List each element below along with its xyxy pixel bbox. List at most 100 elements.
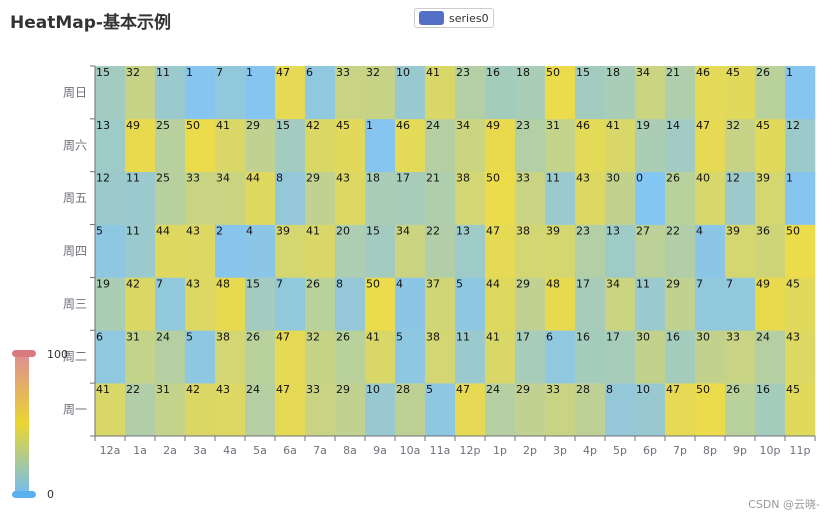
x-tick-label: 4p (583, 444, 597, 457)
cell-value-label: 44 (156, 225, 170, 238)
heatmap-cell (215, 66, 246, 120)
cell-value-label: 37 (426, 277, 440, 290)
cell-value-label: 17 (396, 172, 410, 185)
heatmap-cell (125, 118, 156, 173)
heatmap-cell (455, 171, 486, 225)
cell-value-label: 7 (216, 66, 223, 79)
cell-value-label: 10 (366, 383, 380, 396)
cell-value-label: 29 (516, 277, 530, 290)
heatmap-cell (665, 66, 696, 120)
cell-value-label: 16 (756, 383, 770, 396)
cell-value-label: 26 (336, 330, 350, 343)
cell-value-label: 15 (276, 119, 290, 132)
cell-value-label: 15 (96, 66, 110, 79)
heatmap-cell (725, 66, 756, 120)
heatmap-cell (395, 66, 426, 120)
heatmap-cell (305, 118, 336, 173)
heatmap-cell (725, 118, 756, 173)
heatmap-cell (305, 383, 336, 437)
cell-value-label: 47 (276, 383, 290, 396)
cell-value-label: 50 (366, 277, 380, 290)
y-tick-label: 周五 (63, 191, 87, 205)
heatmap-cell (545, 383, 576, 437)
heatmap-cell (605, 171, 636, 225)
visual-map-handle-top (12, 350, 36, 357)
cell-value-label: 22 (666, 225, 680, 238)
y-tick-label: 周一 (63, 403, 87, 417)
heatmap-cell (395, 224, 426, 278)
cell-value-label: 8 (336, 277, 343, 290)
cell-value-label: 11 (126, 172, 140, 185)
cell-value-label: 21 (666, 66, 680, 79)
heatmap-cell (245, 171, 276, 225)
heatmap-cell (755, 330, 786, 384)
cell-value-label: 33 (726, 330, 740, 343)
heatmap-cell (635, 383, 666, 437)
heatmap-cell (95, 66, 126, 120)
heatmap-cell (605, 277, 636, 331)
cell-value-label: 26 (306, 277, 320, 290)
heatmap-cell (665, 171, 696, 225)
heatmap-cell (785, 277, 816, 331)
cell-value-label: 28 (396, 383, 410, 396)
cell-value-label: 45 (756, 119, 770, 132)
x-tick-label: 4a (223, 444, 237, 457)
heatmap-cell (155, 383, 186, 437)
cell-value-label: 48 (216, 277, 230, 290)
cell-value-label: 13 (456, 225, 470, 238)
heatmap-cell (575, 118, 606, 173)
cell-value-label: 50 (546, 66, 560, 79)
cell-value-label: 43 (216, 383, 230, 396)
y-tick-label: 周六 (63, 138, 87, 152)
heatmap-cell (335, 118, 366, 173)
heatmap-cell (545, 118, 576, 173)
heatmap-cell (545, 66, 576, 120)
cell-value-label: 4 (696, 225, 703, 238)
cell-value-label: 41 (306, 225, 320, 238)
x-tick-label: 1p (493, 444, 507, 457)
heatmap-cell (755, 224, 786, 278)
x-tick-label: 8p (703, 444, 717, 457)
cell-value-label: 24 (156, 330, 170, 343)
cell-value-label: 29 (246, 119, 260, 132)
heatmap-cell (485, 224, 516, 278)
heatmap-cell (515, 171, 546, 225)
heatmap-cell (575, 277, 606, 331)
heatmap-cell (425, 277, 456, 331)
chart-title: HeatMap-基本示例 (10, 13, 171, 33)
legend-swatch (419, 11, 444, 25)
heatmap-cell (95, 171, 126, 225)
heatmap-cell (575, 383, 606, 437)
cell-value-label: 5 (186, 330, 193, 343)
cell-value-label: 46 (396, 119, 410, 132)
heatmap-cell (725, 383, 756, 437)
cell-value-label: 45 (786, 277, 800, 290)
heatmap-cell (725, 277, 756, 331)
heatmap-cell (305, 66, 336, 120)
cell-value-label: 41 (606, 119, 620, 132)
cell-value-label: 10 (396, 66, 410, 79)
x-tick-label: 8a (343, 444, 357, 457)
cell-value-label: 30 (606, 172, 620, 185)
heatmap-cell (365, 383, 396, 437)
heatmap-cell (215, 118, 246, 173)
cell-value-label: 14 (666, 119, 680, 132)
cell-value-label: 4 (246, 225, 253, 238)
heatmap-cell (305, 277, 336, 331)
x-tick-label: 3a (193, 444, 207, 457)
heatmap-cell (275, 383, 306, 437)
heatmap-cell (785, 330, 816, 384)
cell-value-label: 32 (366, 66, 380, 79)
cell-value-label: 33 (336, 66, 350, 79)
heatmap-cell (695, 118, 726, 173)
cell-value-label: 29 (666, 277, 680, 290)
cell-value-label: 38 (456, 172, 470, 185)
legend[interactable]: series0 (414, 8, 494, 28)
cell-value-label: 18 (516, 66, 530, 79)
heatmap-cell (785, 66, 816, 120)
heatmap-cell (725, 224, 756, 278)
heatmap-cell (365, 277, 396, 331)
cell-value-label: 50 (786, 225, 800, 238)
x-tick-label: 5a (253, 444, 267, 457)
heatmap-cell (365, 330, 396, 384)
